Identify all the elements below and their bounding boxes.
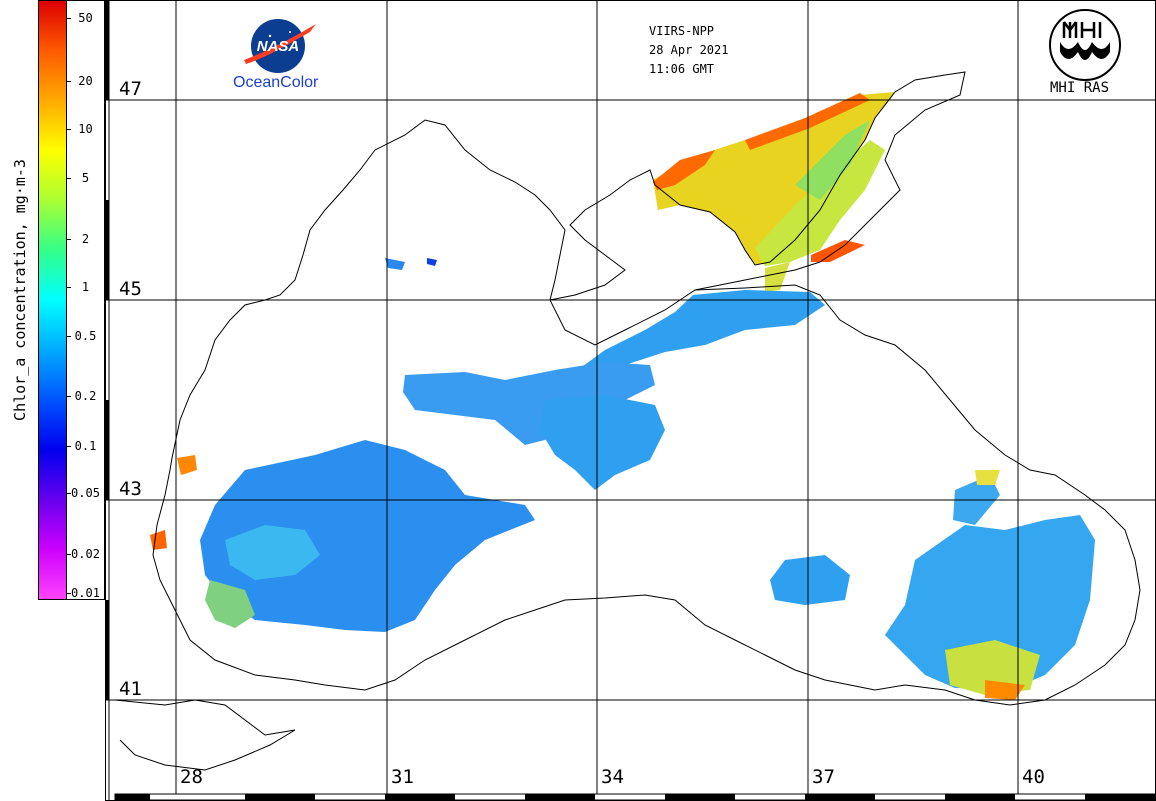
nasa-logo: NASA [244,19,316,73]
colorbar-tick-label: 2 [67,232,104,246]
left-scale-bar [105,0,110,801]
colorbar-ticks: 50 20 10 5 2 1 0.5 0.2 0.1 0.05 0.02 0.01 [67,0,105,600]
image-metadata: VIIRS-NPP 28 Apr 2021 11:06 GMT [649,22,728,79]
sensor-label: VIIRS-NPP [649,24,715,38]
bottom-scale-bar [114,793,1156,801]
map-canvas [105,0,1156,801]
time-label: 11:06 GMT [649,62,715,76]
colorbar-tick-label: 0.01 [67,586,104,600]
colorbar-label-text: Chlor_a concentration, mg·m-3 [11,159,29,421]
colorbar-tick-label: 0.2 [67,389,104,403]
mhi-ras-logo [1049,9,1121,81]
colorbar-gradient [38,0,67,600]
date-label: 28 Apr 2021 [649,43,729,57]
colorbar-tick-label: 0.5 [67,329,104,343]
longitude-label: 37 [812,766,835,788]
longitude-label: 34 [601,766,624,788]
colorbar-tick-label: 1 [67,280,104,294]
colorbar-tick-label: 0.05 [67,486,104,500]
oceancolor-label: OceanColor [233,74,319,91]
colorbar-tick-label: 5 [67,171,104,185]
latitude-label: 45 [119,278,142,300]
colorbar-tick-label: 10 [67,122,104,136]
colorbar-tick-label: 0.1 [67,439,104,453]
nasa-logo-text: NASA [257,38,300,55]
chlorophyll-map: 47 45 43 41 28 31 34 37 40 [105,0,1156,801]
graticule [105,0,1156,794]
colorbar-tick-label: 0.02 [67,547,104,561]
colorbar: 50 20 10 5 2 1 0.5 0.2 0.1 0.05 0.02 0.01 [38,0,105,600]
latitude-label: 43 [119,478,142,500]
longitude-label: 28 [180,766,203,788]
latitude-label: 47 [119,78,142,100]
longitude-label: 31 [391,766,414,788]
mhi-ras-label: MHI RAS [1050,80,1110,96]
latitude-label: 41 [119,678,142,700]
longitude-label: 40 [1022,766,1045,788]
chlorophyll-data [150,92,1095,700]
colorbar-tick-label: 20 [67,74,104,88]
colorbar-tick-label: 50 [67,11,104,25]
